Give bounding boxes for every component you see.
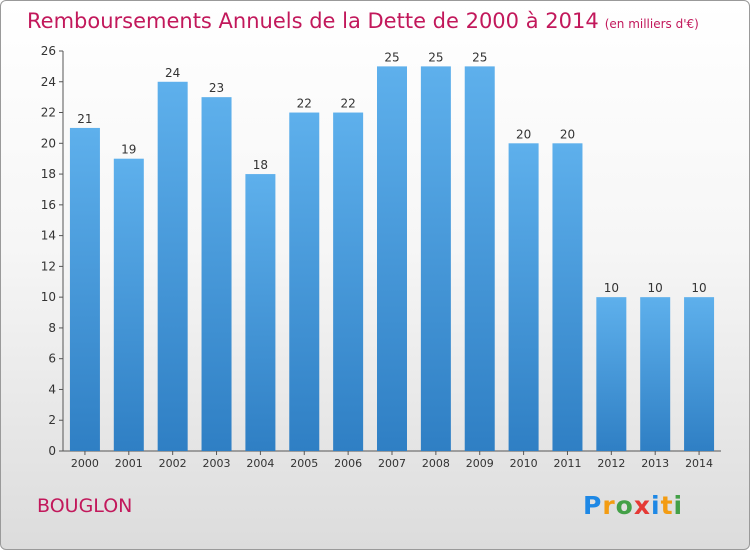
chart-title: Remboursements Annuels de la Dette de 20… — [27, 9, 699, 33]
bar-value-label: 20 — [560, 127, 575, 141]
bar-value-label: 10 — [648, 281, 663, 295]
bar-value-label: 25 — [428, 50, 443, 64]
bar-value-label: 25 — [472, 50, 487, 64]
logo-letter: x — [633, 491, 651, 520]
y-tick-label: 16 — [41, 198, 56, 212]
y-tick-label: 22 — [41, 106, 56, 120]
x-tick-label: 2005 — [290, 457, 318, 470]
x-tick-label: 2001 — [115, 457, 143, 470]
y-tick-label: 20 — [41, 136, 56, 150]
bar — [333, 112, 364, 452]
bar — [508, 143, 539, 452]
bar-value-label: 10 — [604, 281, 619, 295]
y-tick-label: 10 — [41, 290, 56, 304]
x-tick-label: 2003 — [203, 457, 231, 470]
y-tick-label: 8 — [48, 321, 56, 335]
bar — [596, 297, 627, 451]
bar-value-label: 19 — [121, 143, 136, 157]
x-tick-label: 2009 — [466, 457, 494, 470]
bar-value-label: 18 — [253, 158, 268, 172]
bar — [684, 297, 715, 451]
x-tick-label: 2010 — [510, 457, 538, 470]
bar — [245, 174, 276, 452]
bar-value-label: 25 — [384, 50, 399, 64]
bar — [113, 158, 144, 451]
logo-letter: i — [651, 491, 661, 520]
x-tick-label: 2006 — [334, 457, 362, 470]
y-tick-label: 6 — [48, 352, 56, 366]
y-tick-label: 0 — [48, 444, 56, 458]
x-tick-label: 2000 — [71, 457, 99, 470]
bar-value-label: 20 — [516, 127, 531, 141]
y-tick-label: 4 — [48, 382, 56, 396]
x-tick-label: 2007 — [378, 457, 406, 470]
bar — [640, 297, 671, 451]
logo-letter: t — [660, 491, 674, 520]
chart-subtitle: (en milliers d'€) — [604, 17, 699, 31]
x-tick-label: 2012 — [597, 457, 625, 470]
bar-value-label: 24 — [165, 66, 180, 80]
bar — [201, 97, 232, 452]
bar — [69, 127, 100, 451]
bar-value-label: 10 — [691, 281, 706, 295]
x-tick-label: 2014 — [685, 457, 713, 470]
logo-letter: r — [602, 491, 616, 520]
logo-letter: P — [583, 491, 603, 520]
bar-value-label: 22 — [340, 97, 355, 111]
bar — [552, 143, 583, 452]
bar-value-label: 23 — [209, 81, 224, 95]
bar — [157, 81, 188, 452]
x-tick-label: 2008 — [422, 457, 450, 470]
x-tick-label: 2002 — [159, 457, 187, 470]
y-tick-label: 2 — [48, 413, 56, 427]
proxiti-logo: Proxiti — [583, 491, 683, 520]
x-tick-label: 2011 — [553, 457, 581, 470]
y-tick-label: 18 — [41, 167, 56, 181]
bar — [464, 66, 495, 451]
y-tick-label: 26 — [41, 44, 56, 58]
bar — [289, 112, 320, 452]
place-name: BOUGLON — [37, 495, 133, 517]
x-tick-label: 2004 — [246, 457, 274, 470]
y-tick-label: 12 — [41, 259, 56, 273]
y-tick-label: 24 — [41, 75, 56, 89]
logo-letter: o — [615, 491, 634, 520]
bar-value-label: 21 — [77, 112, 92, 126]
logo-letter: i — [673, 491, 684, 520]
y-tick-label: 14 — [41, 229, 56, 243]
bar — [377, 66, 407, 451]
bar — [420, 66, 451, 451]
x-tick-label: 2013 — [641, 457, 669, 470]
bar-value-label: 22 — [297, 97, 312, 111]
